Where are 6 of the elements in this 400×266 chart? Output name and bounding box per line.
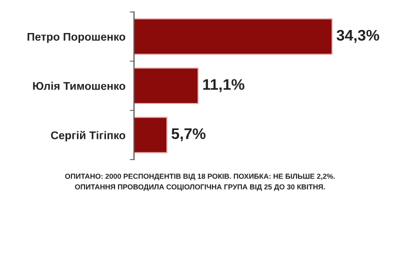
y-tick-label: Юлія Тимошенко bbox=[33, 82, 126, 90]
data-label: 34,3% bbox=[336, 30, 380, 43]
data-label: 11,1% bbox=[203, 79, 244, 92]
data-label: 5,7% bbox=[172, 128, 206, 142]
y-tick-label: Петро Порошенко bbox=[28, 32, 126, 43]
y-tick-label: Сергій Тігіпко bbox=[51, 130, 126, 142]
